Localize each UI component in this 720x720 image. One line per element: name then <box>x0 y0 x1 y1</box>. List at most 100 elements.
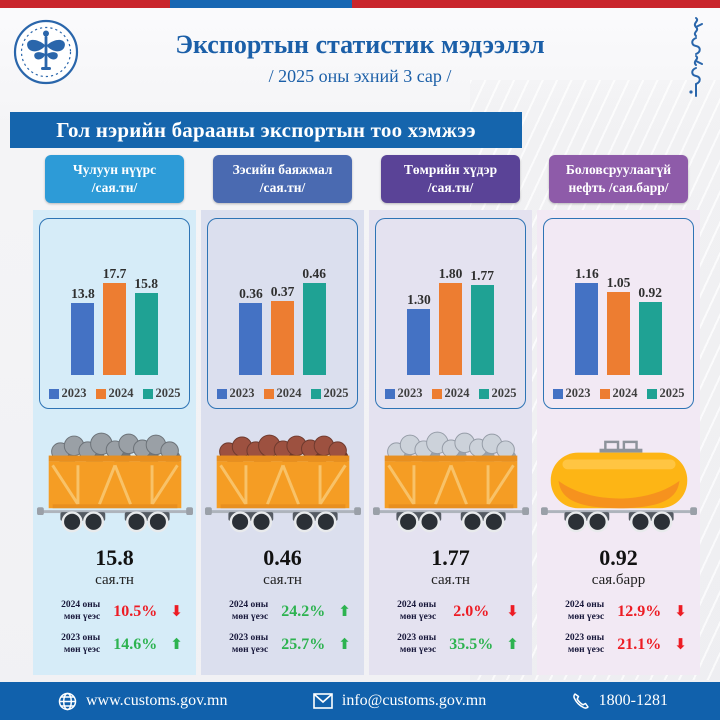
page-subtitle: / 2025 оны эхний 3 сар / <box>268 66 452 86</box>
bar-2024 <box>439 283 462 375</box>
column-header-line1: Төмрийн хүдэр <box>403 162 498 178</box>
bar-value-label: 1.05 <box>606 275 631 290</box>
bar-chart-coal: 13.8 17.7 15.8 2023 2024 2025 <box>39 218 190 409</box>
legend-label: 2023 <box>61 386 87 400</box>
trend-arrow-icon: ⬆ <box>170 635 183 654</box>
top-color-strip <box>0 0 720 8</box>
legend-label: 2023 <box>229 386 255 400</box>
bar-2024 <box>607 292 630 375</box>
comparison-value: 2.0% <box>453 602 490 620</box>
total-unit: сая.барр <box>591 572 646 588</box>
footer-website-text: www.customs.gov.mn <box>86 692 228 709</box>
footer-email: info@customs.gov.mn <box>313 692 486 710</box>
oil-tank-wagon-icon <box>540 440 697 533</box>
top-strip-red-left <box>0 0 170 8</box>
bar-2025 <box>302 283 326 375</box>
globe-icon <box>58 692 77 710</box>
column-coal: Чулуун нүүрс /сая.тн/ 13.8 17.7 15.8 <box>33 155 196 675</box>
mongolian-script-icon <box>689 17 703 97</box>
section-banner: Гол нэрийн барааны экспортын тоо хэмжээ <box>10 112 522 148</box>
legend-label: 2024 <box>108 386 134 400</box>
legend-label: 2023 <box>397 386 423 400</box>
comparison-value: 21.1% <box>617 635 662 653</box>
total-value: 15.8 <box>95 545 134 570</box>
bar-2025 <box>470 285 494 375</box>
column-header-line1: Зэсийн баяжмал <box>232 162 333 178</box>
bar-value-label: 0.46 <box>302 266 326 281</box>
column-iron-ore: Төмрийн хүдэр /сая.тн/ 1.30 1.80 1.77 <box>369 155 532 675</box>
envelope-icon <box>313 693 333 709</box>
comparison-row: 2024 оны мөн үеэс 12.9% ⬇ <box>565 600 687 622</box>
legend-swatch-2024 <box>263 388 274 399</box>
comparison-value: 25.7% <box>281 635 326 653</box>
bar-value-label: 15.8 <box>134 276 158 291</box>
column-header-line2: /сая.тн/ <box>427 180 474 195</box>
legend-swatch-2023 <box>384 388 395 399</box>
iron-ore-wagon-icon <box>372 431 529 533</box>
bar-value-label: 0.92 <box>638 285 662 300</box>
bar-2023 <box>71 303 95 375</box>
legend-swatch-2023 <box>552 388 563 399</box>
total-unit: сая.тн <box>263 572 302 588</box>
comparison-row: 2023 оны мөн үеэс 14.6% ⬆ <box>61 632 183 655</box>
trend-arrow-icon: ⬆ <box>338 602 351 621</box>
phone-icon <box>572 693 589 709</box>
chart-legend: 2023 2024 2025 <box>384 386 517 401</box>
legend-swatch-2025 <box>142 388 153 399</box>
bar-value-label: 1.16 <box>575 266 599 281</box>
bar-value-label: 13.8 <box>71 286 95 301</box>
bar-2024 <box>271 301 294 375</box>
column-header-crude-oil: Боловсруулаагүй нефть /сая.барр/ <box>549 155 688 203</box>
chart-legend: 2023 2024 2025 <box>48 386 181 401</box>
column-header-line2: /сая.тн/ <box>91 180 138 195</box>
comparison-value: 14.6% <box>113 635 158 653</box>
top-strip-blue <box>170 0 352 8</box>
comparison-row: 2024 оны мөн үеэс 10.5% ⬇ <box>61 600 183 622</box>
top-strip-red-right <box>352 0 720 8</box>
legend-swatch-2024 <box>431 388 442 399</box>
comparison-value: 24.2% <box>281 602 326 620</box>
bar-chart-copper: 0.36 0.37 0.46 2023 2024 2025 <box>207 218 358 409</box>
comparison-value: 10.5% <box>113 602 158 620</box>
mongolian-customs-emblem-icon <box>13 19 79 85</box>
bar-2025 <box>638 302 662 375</box>
bar-2025 <box>134 293 158 375</box>
column-panel: 0.36 0.37 0.46 2023 2024 2025 <box>201 210 364 675</box>
column-copper: Зэсийн баяжмал /сая.тн/ 0.36 0.37 0.46 <box>201 155 364 675</box>
column-crude-oil: Боловсруулаагүй нефть /сая.барр/ 1.16 1.… <box>537 155 700 675</box>
bar-value-label: 1.77 <box>470 268 494 283</box>
comparison-row: 2023 оны мөн үеэс 35.5% ⬆ <box>397 632 519 655</box>
column-header-line1: Боловсруулаагүй <box>565 162 672 178</box>
commodity-columns: Чулуун нүүрс /сая.тн/ 13.8 17.7 15.8 <box>33 155 700 675</box>
footer-phone-text: 1800-1281 <box>598 692 668 709</box>
legend-swatch-2025 <box>310 388 321 399</box>
trend-arrow-icon: ⬇ <box>506 602 519 621</box>
legend-label: 2025 <box>155 386 181 400</box>
column-header-copper: Зэсийн баяжмал /сая.тн/ <box>213 155 352 203</box>
trend-arrow-icon: ⬇ <box>674 635 687 654</box>
legend-label: 2024 <box>276 386 302 400</box>
legend-label: 2025 <box>491 386 517 400</box>
chart-legend: 2023 2024 2025 <box>216 386 349 401</box>
legend-label: 2025 <box>659 386 685 400</box>
bar-2023 <box>575 283 599 375</box>
column-header-line1: Чулуун нүүрс <box>72 162 157 178</box>
comparison-row: 2023 оны мөн үеэс 25.7% ⬆ <box>229 632 351 655</box>
trend-arrow-icon: ⬆ <box>338 635 351 654</box>
column-header-iron-ore: Төмрийн хүдэр /сая.тн/ <box>381 155 520 203</box>
column-panel: 13.8 17.7 15.8 2023 2024 2025 <box>33 210 196 675</box>
legend-label: 2024 <box>612 386 638 400</box>
bar-chart-iron-ore: 1.30 1.80 1.77 2023 2024 2025 <box>375 218 526 409</box>
bar-value-label: 0.36 <box>239 286 263 301</box>
legend-label: 2025 <box>323 386 349 400</box>
column-header-coal: Чулуун нүүрс /сая.тн/ <box>45 155 184 203</box>
footer-bar: www.customs.gov.mn info@customs.gov.mn 1… <box>0 682 720 720</box>
column-header-line2: нефть /сая.барр/ <box>568 180 669 195</box>
copper-concentrate-wagon-icon <box>204 434 361 533</box>
legend-label: 2024 <box>444 386 470 400</box>
bar-chart-crude-oil: 1.16 1.05 0.92 2023 2024 2025 <box>543 218 694 409</box>
trend-arrow-icon: ⬆ <box>506 635 519 654</box>
bar-2023 <box>239 303 263 375</box>
page-header: Экспортын статистик мэдээлэл / 2025 оны … <box>0 8 720 108</box>
legend-swatch-2023 <box>48 388 59 399</box>
